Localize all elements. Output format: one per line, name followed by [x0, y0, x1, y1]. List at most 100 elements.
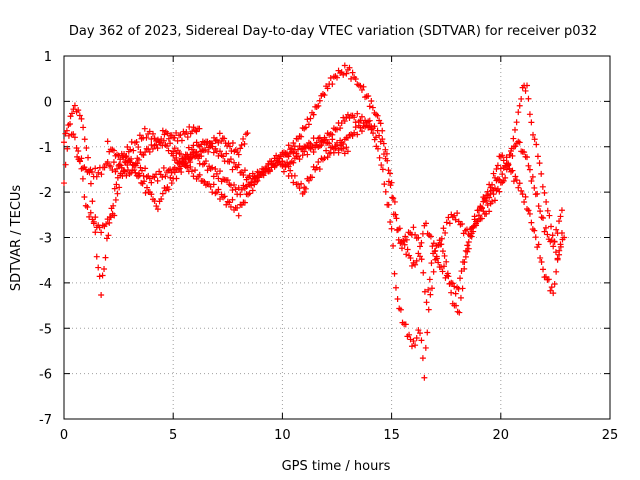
data-point [116, 184, 123, 191]
data-point [268, 164, 275, 171]
data-point [412, 342, 419, 349]
data-point [224, 177, 231, 184]
data-point [185, 144, 192, 151]
data-point [349, 69, 356, 76]
data-point [554, 255, 561, 262]
data-point [406, 331, 413, 338]
data-point [529, 173, 536, 180]
data-point [384, 157, 391, 164]
data-point [538, 214, 545, 221]
data-point [238, 141, 245, 148]
data-point [130, 147, 137, 154]
data-point [136, 132, 143, 139]
data-point [178, 169, 185, 176]
data-point [95, 169, 102, 176]
data-point [341, 118, 348, 125]
data-point [397, 306, 404, 313]
data-point [337, 125, 344, 132]
data-point [231, 181, 238, 188]
data-point [61, 180, 67, 187]
data-point [550, 243, 557, 250]
data-point [148, 191, 155, 198]
x-tick-label: 5 [169, 428, 177, 443]
data-point [223, 150, 230, 157]
data-point [207, 183, 214, 190]
data-point [321, 155, 328, 162]
data-point [426, 276, 433, 283]
data-point [184, 134, 191, 141]
data-point [103, 235, 110, 242]
data-point [536, 160, 543, 167]
data-point [456, 309, 463, 316]
data-point [490, 170, 497, 177]
data-point [168, 169, 175, 176]
data-point [309, 174, 316, 181]
data-point [334, 126, 340, 133]
data-point [106, 219, 113, 226]
data-point [497, 153, 504, 160]
data-point [284, 152, 291, 159]
data-point [171, 157, 178, 164]
data-point [413, 335, 420, 342]
data-point [512, 173, 519, 180]
data-point [167, 140, 174, 147]
grid-lines [64, 56, 610, 419]
data-point [296, 156, 303, 163]
data-point [162, 187, 169, 194]
data-point [77, 158, 84, 165]
data-point [305, 121, 312, 128]
data-point [360, 83, 367, 90]
data-point [374, 127, 381, 134]
data-point [81, 136, 88, 143]
data-point [143, 184, 150, 191]
data-point [530, 131, 537, 138]
data-point [184, 153, 191, 160]
data-point [553, 268, 560, 275]
data-point [256, 174, 262, 181]
data-point [510, 135, 517, 142]
data-point [318, 142, 325, 149]
data-point [196, 125, 203, 132]
data-point [285, 142, 292, 149]
data-point [535, 241, 542, 248]
data-point [229, 187, 236, 194]
data-point [170, 152, 177, 159]
y-tick-label: -3 [39, 232, 52, 247]
data-point [235, 151, 242, 158]
data-point [285, 163, 292, 170]
data-point [70, 131, 77, 138]
data-point [542, 224, 549, 231]
data-point [390, 195, 397, 202]
data-point [78, 115, 85, 122]
data-point [496, 176, 503, 183]
data-point [377, 120, 384, 127]
data-point [291, 146, 298, 153]
data-point [334, 141, 340, 148]
data-point [160, 164, 167, 171]
data-point [117, 156, 124, 163]
data-point [324, 154, 331, 161]
data-point [442, 229, 449, 236]
data-point [388, 225, 395, 232]
data-point [302, 124, 309, 131]
data-point [165, 186, 172, 193]
data-point [149, 145, 156, 152]
data-point [556, 218, 563, 225]
data-point [105, 232, 112, 239]
data-point [101, 164, 108, 171]
data-point [390, 242, 397, 249]
data-point [526, 210, 533, 217]
data-point [316, 97, 323, 104]
data-point [110, 202, 117, 209]
data-point [539, 183, 546, 190]
data-point [84, 204, 91, 211]
data-point [221, 135, 228, 142]
data-point [173, 166, 180, 173]
data-point [518, 95, 525, 102]
data-point [90, 220, 97, 227]
data-point [382, 146, 389, 153]
data-point [78, 155, 85, 162]
data-point [192, 167, 199, 174]
x-axis-ticks: 0 5 10 15 20 25 [60, 56, 618, 443]
